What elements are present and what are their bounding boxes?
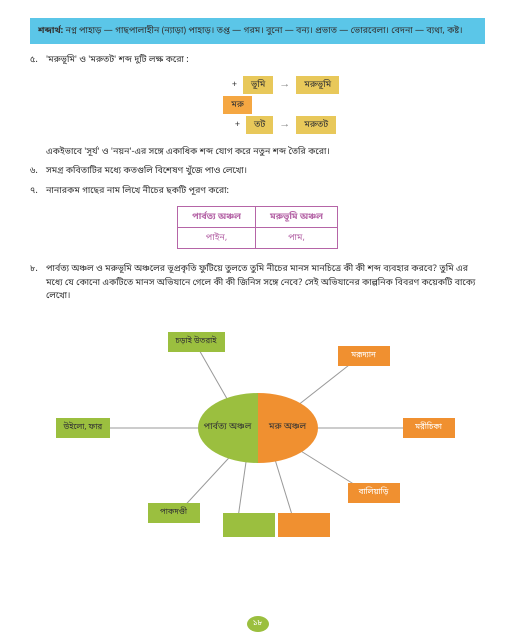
table-header: মরুভূমি অঞ্চল xyxy=(256,207,338,228)
q-text: নানারকম গাছের নাম লিখে নীচের ছকটি পূরণ ক… xyxy=(46,185,485,199)
table-cell: পাম, xyxy=(256,228,338,249)
glossary-box: শব্দার্থ: নগ্ন পাহাড় — গাছপালাহীন (ন্যা… xyxy=(30,18,485,44)
mindmap-node xyxy=(278,513,330,537)
mindmap-node: বালিয়াড়ি xyxy=(348,483,400,503)
q5-note: একইভাবে 'সূর্য' ও 'নয়ন'-এর সঙ্গে একাধিক… xyxy=(30,146,485,160)
question-6: ৬. সমগ্র কবিতাটির মধ্যে কতগুলি বিশেষণ খু… xyxy=(30,165,485,179)
mindmap-node: পাকদণ্ডী xyxy=(148,503,200,523)
q-text: পার্বত্য অঞ্চল ও মরুভূমি অঞ্চলের ভূপ্রকৃ… xyxy=(46,263,485,304)
plus-icon: + xyxy=(235,119,240,131)
table-header: পার্বত্য অঞ্চল xyxy=(178,207,256,228)
region-table: পার্বত্য অঞ্চল মরুভূমি অঞ্চল পাইন, পাম, xyxy=(177,206,338,249)
mindmap-node: চড়াই উতরাই xyxy=(168,332,225,352)
word-root: মরু xyxy=(223,96,252,114)
question-5: ৫. 'মরুভূমি' ও 'মরুতট' শব্দ দুটি লক্ষ কর… xyxy=(30,54,485,68)
word-box: মরুভূমি xyxy=(296,76,339,94)
mindmap-node: মরীচিকা xyxy=(403,418,455,438)
mindmap-node xyxy=(223,513,275,537)
q-num: ৬. xyxy=(30,165,46,179)
arrow-icon: → xyxy=(279,118,290,132)
question-7: ৭. নানারকম গাছের নাম লিখে নীচের ছকটি পূর… xyxy=(30,185,485,199)
glossary-text: নগ্ন পাহাড় — গাছপালাহীন (ন্যাড়া) পাহাড… xyxy=(66,25,463,37)
word-box: মরুতট xyxy=(296,116,336,134)
arrow-icon: → xyxy=(279,78,290,92)
q-text: 'মরুভূমি' ও 'মরুতট' শব্দ দুটি লক্ষ করো : xyxy=(46,54,485,68)
page-number: ১৮ xyxy=(247,616,269,632)
q-num: ৫. xyxy=(30,54,46,68)
mindmap: পার্বত্য অঞ্চল মরু অঞ্চল চড়াই উতরাই উইল… xyxy=(38,318,478,538)
mindmap-node: উইলো, ফার xyxy=(56,418,111,438)
word-box: ভূমি xyxy=(243,76,273,94)
question-8: ৮. পার্বত্য অঞ্চল ও মরুভূমি অঞ্চলের ভূপ্… xyxy=(30,263,485,304)
word-box: তট xyxy=(246,116,273,134)
q-num: ৮. xyxy=(30,263,46,304)
q-num: ৭. xyxy=(30,185,46,199)
table-cell: পাইন, xyxy=(178,228,256,249)
q-text: সমগ্র কবিতাটির মধ্যে কতগুলি বিশেষণ খুঁজে… xyxy=(46,165,485,179)
center-ellipse: পার্বত্য অঞ্চল মরু অঞ্চল xyxy=(198,393,318,463)
glossary-title: শব্দার্থ: xyxy=(38,25,63,37)
plus-icon: + xyxy=(232,79,237,91)
mindmap-node: মরূদ্যান xyxy=(338,346,390,366)
word-diagram: + ভূমি → মরুভূমি মরু + তট → মরুতট xyxy=(30,76,485,134)
page: শব্দার্থ: নগ্ন পাহাড় — গাছপালাহীন (ন্যা… xyxy=(0,0,515,640)
